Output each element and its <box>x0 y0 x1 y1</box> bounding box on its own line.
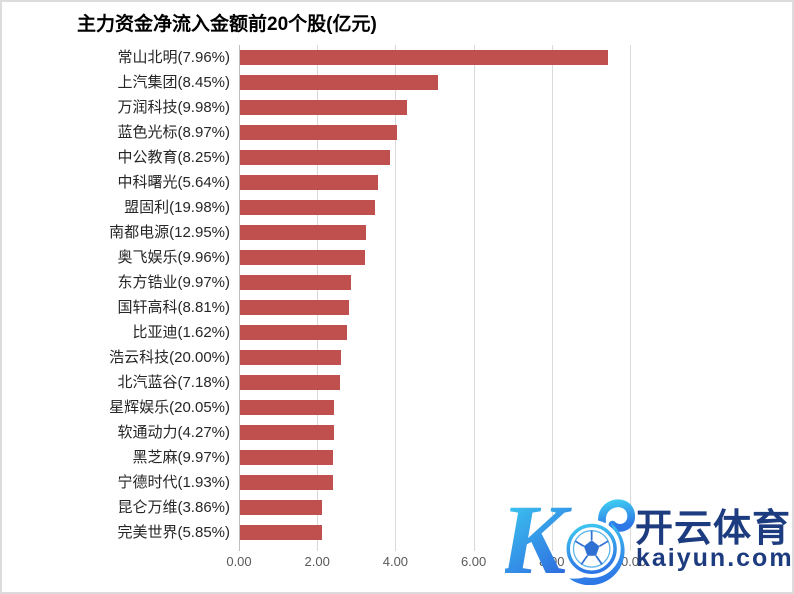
value-axis-line <box>239 45 240 551</box>
category-label: 星辉娱乐(20.05%) <box>109 399 230 416</box>
x-axis: 0.00 2.00 4.00 6.00 8.00 10.00 <box>2 553 792 571</box>
category-label: 软通动力(4.27%) <box>117 424 230 441</box>
bar-row: 东方锆业(9.97%) <box>2 270 792 295</box>
category-label: 北汽蓝谷(7.18%) <box>117 374 230 391</box>
bar-row: 完美世界(5.85%) <box>2 520 792 545</box>
bar-rows: 常山北明(7.96%) 上汽集团(8.45%) 万润科技(9.98%) 蓝色光标(8.… <box>2 45 792 545</box>
category-label: 国轩高科(8.81%) <box>117 299 230 316</box>
bar <box>240 150 391 165</box>
bar-row: 盟固利(19.98%) <box>2 195 792 220</box>
bar-row: 上汽集团(8.45%) <box>2 70 792 95</box>
bar <box>240 525 323 540</box>
category-label: 盟固利(19.98%) <box>124 199 230 216</box>
category-label: 万润科技(9.98%) <box>117 99 230 116</box>
category-label: 奥飞娱乐(9.96%) <box>117 249 230 266</box>
bar-row: 浩云科技(20.00%) <box>2 345 792 370</box>
bar-row: 中公教育(8.25%) <box>2 145 792 170</box>
bar <box>240 475 334 490</box>
bar <box>240 450 334 465</box>
bar-row: 蓝色光标(8.97%) <box>2 120 792 145</box>
category-label: 比亚迪(1.62%) <box>132 324 230 341</box>
gridline <box>630 45 631 551</box>
bar <box>240 400 334 415</box>
x-tick-label: 8.00 <box>539 554 565 569</box>
category-label: 完美世界(5.85%) <box>117 524 230 541</box>
bar-row: 软通动力(4.27%) <box>2 420 792 445</box>
category-label: 蓝色光标(8.97%) <box>117 124 230 141</box>
bar-row: 万润科技(9.98%) <box>2 95 792 120</box>
bar <box>240 175 379 190</box>
gridline <box>317 45 319 551</box>
chart-title: 主力资金净流入金额前20个股(亿元) <box>77 14 377 35</box>
bar <box>240 75 438 90</box>
category-label: 黑芝麻(9.97%) <box>132 449 230 466</box>
gridline <box>551 45 553 551</box>
x-tick-label: 10.00 <box>613 554 647 569</box>
bar-row: 北汽蓝谷(7.18%) <box>2 370 792 395</box>
bar <box>240 500 323 515</box>
bar <box>240 425 334 440</box>
x-tick-label: 6.00 <box>460 554 487 569</box>
bar <box>240 50 608 65</box>
x-tick-label: 0.00 <box>226 554 252 569</box>
bar-row: 常山北明(7.96%) <box>2 45 792 70</box>
bar-row: 奥飞娱乐(9.96%) <box>2 245 792 270</box>
category-label: 宁德时代(1.93%) <box>117 474 230 491</box>
bar <box>240 250 366 265</box>
bar <box>240 325 348 340</box>
x-tick-label: 2.00 <box>304 554 330 569</box>
gridline <box>473 45 475 551</box>
bar-row: 国轩高科(8.81%) <box>2 295 792 320</box>
category-label: 常山北明(7.96%) <box>117 49 230 66</box>
category-label: 上汽集团(8.45%) <box>117 74 230 91</box>
bar-row: 黑芝麻(9.97%) <box>2 445 792 470</box>
category-label: 南都电源(12.95%) <box>109 224 230 241</box>
category-label: 浩云科技(20.00%) <box>109 349 230 366</box>
bar-row: 星辉娱乐(20.05%) <box>2 395 792 420</box>
bar-row: 宁德时代(1.93%) <box>2 470 792 495</box>
bar <box>240 375 341 390</box>
category-label: 中科曙光(5.64%) <box>117 174 230 191</box>
bar-row: 昆仑万维(3.86%) <box>2 495 792 520</box>
gridline <box>395 45 397 551</box>
bar <box>240 350 341 365</box>
category-label: 昆仑万维(3.86%) <box>117 499 230 516</box>
bar <box>240 225 366 240</box>
bar <box>240 275 352 290</box>
bar-row: 中科曙光(5.64%) <box>2 170 792 195</box>
bar <box>240 200 375 215</box>
plot-area <box>239 45 631 551</box>
bar-row: 比亚迪(1.62%) <box>2 320 792 345</box>
bar-row: 南都电源(12.95%) <box>2 220 792 245</box>
bar <box>240 100 407 115</box>
bar <box>240 300 350 315</box>
bar <box>240 125 397 140</box>
category-label: 东方锆业(9.97%) <box>117 274 230 291</box>
x-tick-label: 4.00 <box>382 554 409 569</box>
category-label: 中公教育(8.25%) <box>117 149 230 166</box>
